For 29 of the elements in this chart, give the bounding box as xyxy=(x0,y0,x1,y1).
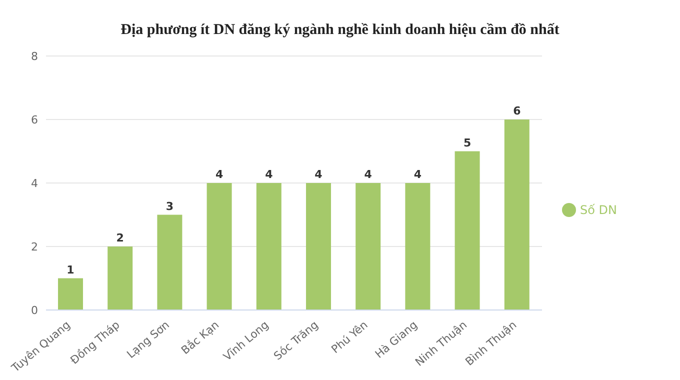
bar xyxy=(58,278,83,310)
bar xyxy=(157,214,182,310)
legend-label: Số DN xyxy=(580,202,617,217)
data-label: 5 xyxy=(463,136,472,150)
data-label: 6 xyxy=(513,104,522,118)
y-tick-label: 4 xyxy=(31,176,38,190)
bar xyxy=(306,183,331,310)
y-tick-label: 2 xyxy=(31,240,38,254)
bar xyxy=(356,183,381,310)
chart-title: Địa phương ít DN đăng ký ngành nghề kinh doanh hiệu cầm đồ nhất xyxy=(120,21,560,40)
data-label: 4 xyxy=(265,168,274,181)
bar xyxy=(256,183,282,310)
data-label: 4 xyxy=(364,168,372,181)
data-label: 4 xyxy=(414,168,422,181)
bar xyxy=(454,151,480,310)
bar xyxy=(108,246,133,310)
data-label: 4 xyxy=(314,168,323,181)
x-tick-label: Bắc Kạn xyxy=(178,318,222,358)
data-label: 4 xyxy=(215,168,224,181)
data-label: 1 xyxy=(66,263,74,276)
x-tick-label: Phú Yên xyxy=(328,318,370,356)
y-tick-label: 6 xyxy=(31,113,38,126)
y-tick-label: 0 xyxy=(31,304,38,317)
bar xyxy=(405,183,430,310)
bar xyxy=(504,120,530,310)
bar xyxy=(206,183,232,310)
y-tick-label: 8 xyxy=(31,50,38,63)
data-label: 2 xyxy=(116,232,124,244)
data-label: 3 xyxy=(166,200,174,213)
